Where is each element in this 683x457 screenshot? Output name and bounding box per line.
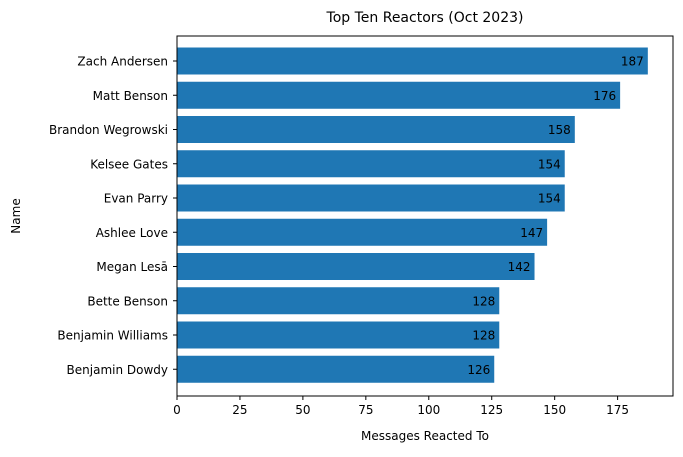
- data-label: 154: [538, 157, 561, 171]
- data-label: 142: [508, 260, 531, 274]
- y-tick-label: Matt Benson: [93, 89, 168, 103]
- bar: [177, 355, 495, 383]
- bar: [177, 321, 500, 349]
- x-tick-label: 175: [606, 403, 629, 417]
- x-tick-label: 75: [358, 403, 373, 417]
- data-label: 158: [548, 123, 571, 137]
- x-axis-label: Messages Reacted To: [361, 429, 489, 443]
- x-tick-label: 100: [417, 403, 440, 417]
- plot-frame: [176, 35, 674, 397]
- bar: [177, 184, 565, 212]
- x-tick-label: 50: [295, 403, 310, 417]
- x-axis-ticks: 0 25 50 75 100 125 150 175: [173, 396, 629, 417]
- y-tick-label: Kelsee Gates: [90, 157, 168, 171]
- x-tick-label: 125: [480, 403, 503, 417]
- y-tick-label: Ashlee Love: [96, 226, 168, 240]
- data-label: 126: [467, 363, 490, 377]
- y-axis-label: Name: [9, 198, 23, 233]
- x-tick-label: 25: [232, 403, 247, 417]
- chart-title: Top Ten Reactors (Oct 2023): [326, 10, 524, 26]
- bar: [177, 218, 548, 246]
- y-axis-ticks: Zach Andersen Matt Benson Brandon Wegrowsk…: [49, 55, 177, 377]
- bar: [177, 47, 648, 75]
- y-tick-label: Benjamin Williams: [57, 329, 168, 343]
- data-label: 187: [621, 55, 644, 69]
- data-label: 147: [520, 226, 543, 240]
- y-tick-label: Bette Benson: [87, 294, 168, 308]
- bar: [177, 150, 565, 178]
- data-label: 128: [472, 329, 495, 343]
- y-tick-label: Benjamin Dowdy: [67, 363, 168, 377]
- bars-layer: 187 176 158 154 154 147 142 128 128 126: [177, 47, 648, 383]
- y-tick-label: Evan Parry: [104, 192, 168, 206]
- y-tick-label: Brandon Wegrowski: [49, 123, 168, 137]
- axes-layer: [176, 35, 674, 397]
- bar: [177, 81, 621, 109]
- x-tick-label: 150: [543, 403, 566, 417]
- data-label: 128: [472, 294, 495, 308]
- data-label: 154: [538, 192, 561, 206]
- bar: [177, 253, 535, 280]
- y-tick-label: Zach Andersen: [77, 55, 168, 69]
- y-tick-label: Megan Lesā: [96, 260, 168, 274]
- bar: [177, 287, 500, 315]
- bar: [177, 116, 575, 143]
- x-tick-label: 0: [173, 403, 181, 417]
- data-label: 176: [593, 89, 616, 103]
